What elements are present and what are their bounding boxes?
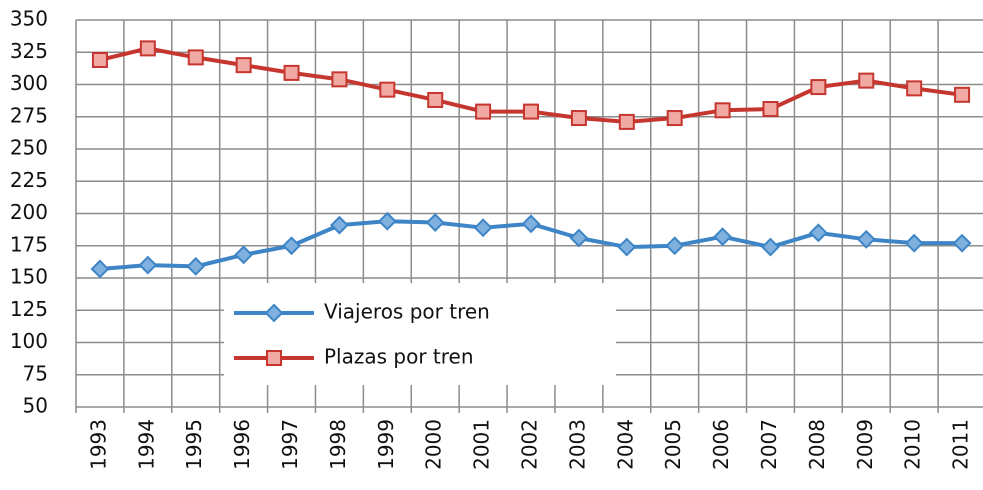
y-tick-label: 100	[10, 329, 48, 353]
x-tick-label: 2004	[613, 419, 637, 470]
legend-label: Viajeros por tren	[324, 300, 490, 324]
point	[235, 57, 252, 74]
point	[617, 237, 637, 257]
point	[904, 233, 924, 253]
y-tick-label: 250	[10, 136, 48, 160]
y-tick-label: 325	[10, 39, 48, 63]
y-tick-label: 75	[23, 361, 48, 385]
point	[139, 40, 156, 57]
legend: Viajeros por tren Plazas por tren	[224, 283, 616, 385]
point	[808, 223, 828, 243]
x-tick-label: 1995	[182, 419, 206, 470]
point	[91, 51, 108, 68]
point	[475, 103, 492, 120]
point	[282, 236, 301, 256]
point	[665, 236, 685, 256]
x-tick-label: 2009	[853, 419, 877, 470]
point	[762, 101, 779, 118]
x-tick-label: 2000	[422, 419, 446, 470]
point	[425, 213, 445, 232]
x-tick-label: 2003	[565, 419, 589, 470]
x-tick-label: 1994	[134, 419, 158, 470]
point	[570, 110, 587, 127]
point	[523, 103, 539, 120]
x-tick-label: 1999	[374, 419, 398, 470]
point	[283, 64, 300, 81]
y-tick-label: 350	[10, 7, 48, 31]
point	[713, 227, 732, 247]
point	[138, 255, 158, 275]
point	[90, 259, 110, 279]
y-tick-label: 200	[10, 200, 48, 224]
point	[521, 214, 541, 234]
point	[810, 79, 827, 96]
y-tick-label: 225	[10, 168, 48, 192]
x-tick-label: 2010	[901, 419, 925, 470]
x-tick-label: 2006	[709, 419, 733, 470]
point	[266, 350, 282, 366]
x-tick-label: 2005	[661, 419, 685, 470]
point	[952, 233, 972, 253]
point	[954, 86, 971, 103]
x-tick-label: 1998	[326, 419, 350, 470]
point	[186, 256, 206, 276]
x-tick-label: 1993	[86, 419, 110, 470]
legend-label: Plazas por tren	[324, 345, 474, 369]
point	[858, 72, 875, 89]
y-tick-label: 275	[10, 103, 48, 127]
point	[666, 110, 683, 127]
y-tick-label: 125	[10, 297, 48, 321]
y-tick-label: 150	[10, 265, 48, 289]
point	[264, 303, 284, 323]
x-tick-label: 1997	[278, 419, 302, 470]
point	[331, 71, 348, 88]
point	[330, 215, 349, 235]
point	[427, 91, 444, 108]
point	[618, 113, 635, 130]
point	[714, 102, 731, 119]
point	[473, 218, 493, 238]
point	[569, 228, 589, 248]
y-tick-label: 50	[23, 394, 48, 418]
legend-box	[224, 283, 616, 385]
x-tick-label: 2002	[518, 419, 542, 470]
point	[187, 49, 204, 66]
point	[234, 245, 254, 265]
point	[379, 81, 396, 98]
x-tick-label: 1996	[230, 419, 254, 470]
y-tick-label: 175	[10, 232, 48, 256]
x-tick-label: 2008	[805, 419, 829, 470]
point	[761, 237, 780, 257]
y-tick-label: 300	[10, 71, 48, 95]
point	[906, 80, 923, 97]
x-tick-label: 2007	[757, 419, 781, 470]
point	[856, 229, 876, 249]
point	[377, 211, 397, 231]
x-tick-label: 2011	[949, 419, 973, 470]
x-tick-label: 2001	[470, 419, 494, 470]
